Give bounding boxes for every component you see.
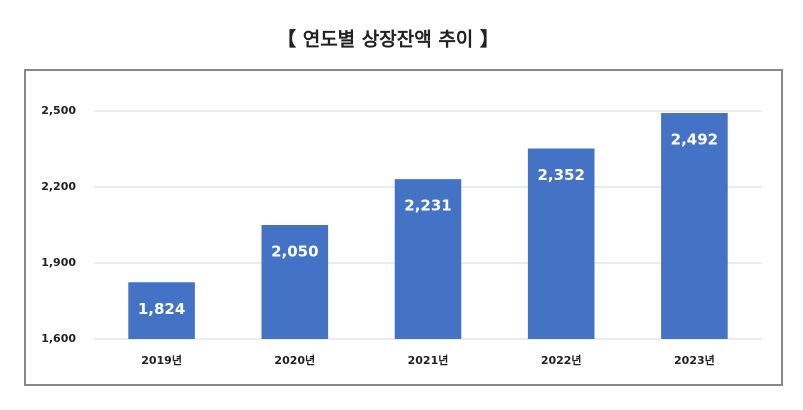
bar [527, 148, 595, 339]
x-tick-label: 2023년 [674, 353, 715, 367]
bar [394, 179, 462, 339]
x-tick-label: 2019년 [141, 353, 182, 367]
value-label: 1,824 [138, 300, 185, 318]
y-tick-label: 1,900 [41, 256, 76, 269]
value-label: 2,492 [671, 131, 718, 149]
value-label: 2,050 [271, 243, 318, 261]
y-tick-label: 1,600 [41, 332, 76, 345]
bar [661, 113, 728, 339]
y-tick-label: 2,200 [41, 180, 76, 193]
bar [261, 225, 329, 339]
chart-title: 【 연도별 상장잔액 추이 】 [277, 28, 499, 51]
x-tick-label: 2022년 [541, 353, 582, 367]
x-tick-label: 2020년 [274, 353, 315, 367]
y-tick-label: 2,500 [41, 104, 76, 117]
x-tick-label: 2021년 [408, 353, 449, 367]
value-label: 2,231 [404, 197, 451, 215]
bar [128, 282, 195, 339]
value-label: 2,352 [537, 166, 584, 184]
